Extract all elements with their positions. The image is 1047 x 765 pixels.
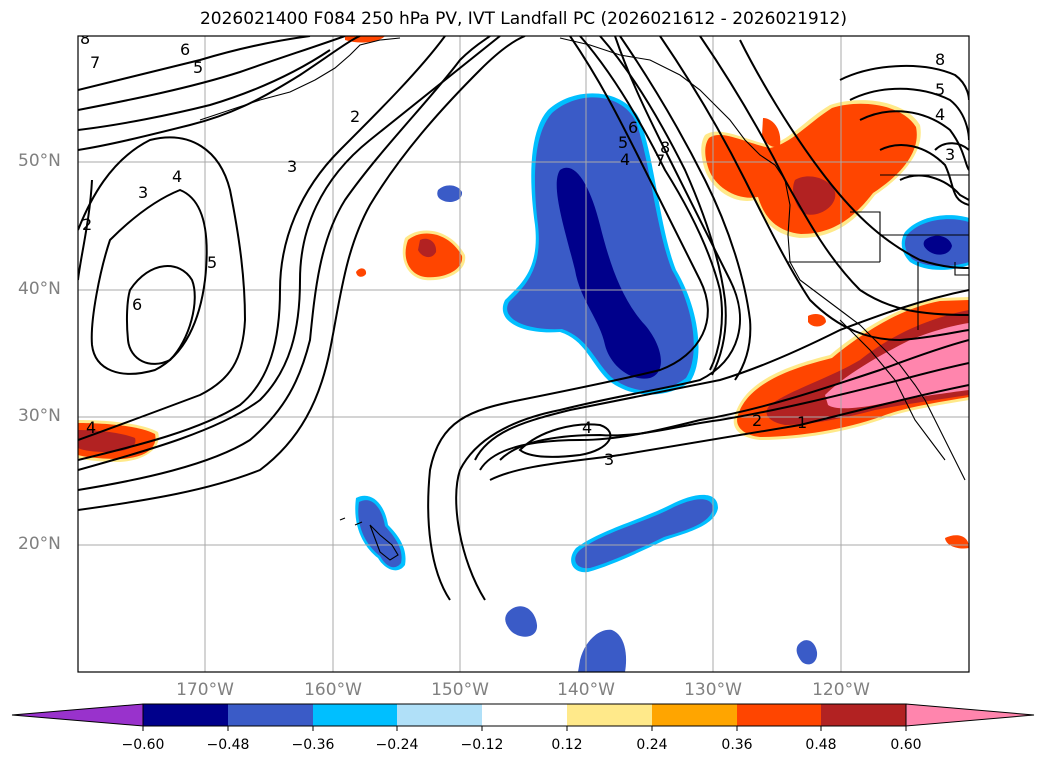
colorbar-segment xyxy=(228,704,313,726)
contour-label: 6 xyxy=(132,295,142,314)
contour-label: 5 xyxy=(935,80,945,99)
colorbar-frame xyxy=(142,703,907,727)
colorbar-segment xyxy=(482,704,567,726)
contour-label: 3 xyxy=(945,145,955,164)
colorbar-segment xyxy=(397,704,482,726)
lon-label: 130°W xyxy=(684,680,742,700)
contour-label: 2 xyxy=(752,411,762,430)
contour-label: 4 xyxy=(620,150,630,169)
contour-label: 3 xyxy=(287,157,297,176)
contour-label: 3 xyxy=(138,183,148,202)
colorbar-segment xyxy=(821,704,906,726)
colorbar-segment xyxy=(737,704,821,726)
contour-label: 3 xyxy=(604,450,614,469)
lon-label: 150°W xyxy=(431,680,489,700)
colorbar xyxy=(11,703,1035,731)
contour-label: 6 xyxy=(628,118,638,137)
contour-label: 2 xyxy=(82,215,92,234)
colorbar-tick-label: 0.12 xyxy=(551,737,583,753)
colorbar-high-extend xyxy=(905,703,1035,727)
contour-label: 5 xyxy=(193,58,203,77)
lat-label: 40°N xyxy=(18,279,61,299)
contour-label: 7 xyxy=(90,53,100,72)
positive-pc-fields xyxy=(78,36,969,549)
map-gridlines xyxy=(78,36,969,672)
plot-frame xyxy=(77,35,970,673)
colorbar-tick-label: 0.48 xyxy=(805,737,837,753)
contour-label: 8 xyxy=(80,29,90,48)
colorbar-tick-label: −0.36 xyxy=(291,737,335,753)
negative-pc-fields xyxy=(355,93,969,672)
contour-label: 5 xyxy=(207,253,217,272)
contour-label: 8 xyxy=(935,50,945,69)
map-title: 2026021400 F084 250 hPa PV, IVT Landfall… xyxy=(199,9,847,29)
colorbar-tick-label: −0.48 xyxy=(206,737,250,753)
contour-label: 4 xyxy=(172,167,182,186)
contour-label: 4 xyxy=(582,418,592,437)
colorbar-tick-label: 0.36 xyxy=(721,737,753,753)
colorbar-segment xyxy=(143,704,228,726)
lat-label: 50°N xyxy=(18,151,61,171)
colorbar-segment xyxy=(313,704,397,726)
colorbar-segment xyxy=(652,704,737,726)
colorbar-tick-label: −0.60 xyxy=(121,737,165,753)
lon-label: 140°W xyxy=(557,680,615,700)
contour-label: 2 xyxy=(350,107,360,126)
contour-label-group: 8 7 6 5 2 3 4 2 3 5 6 6 5 4 8 7 8 5 4 3 … xyxy=(80,29,955,469)
pv-contours xyxy=(78,36,969,601)
contour-label: 7 xyxy=(655,151,665,170)
lon-label: 120°W xyxy=(812,680,870,700)
map-plot-area: 8 7 6 5 2 3 4 2 3 5 6 6 5 4 8 7 8 5 4 3 … xyxy=(78,29,969,672)
colorbar-low-extend xyxy=(11,703,144,727)
lat-label: 30°N xyxy=(18,406,61,426)
colorbar-tick-label: −0.12 xyxy=(460,737,504,753)
colorbar-tick-label: 0.24 xyxy=(636,737,668,753)
colorbar-tick-label: −0.24 xyxy=(375,737,419,753)
lat-label: 20°N xyxy=(18,534,61,554)
lon-label: 160°W xyxy=(304,680,362,700)
contour-label: 6 xyxy=(180,40,190,59)
colorbar-segment xyxy=(567,704,652,726)
contour-label: 4 xyxy=(935,105,945,124)
lon-label: 170°W xyxy=(176,680,234,700)
contour-label: 1 xyxy=(797,413,807,432)
colorbar-tick-label: 0.60 xyxy=(890,737,922,753)
contour-label: 4 xyxy=(86,418,96,437)
contour-label: 8 xyxy=(660,138,670,157)
contour-label: 5 xyxy=(618,133,628,152)
